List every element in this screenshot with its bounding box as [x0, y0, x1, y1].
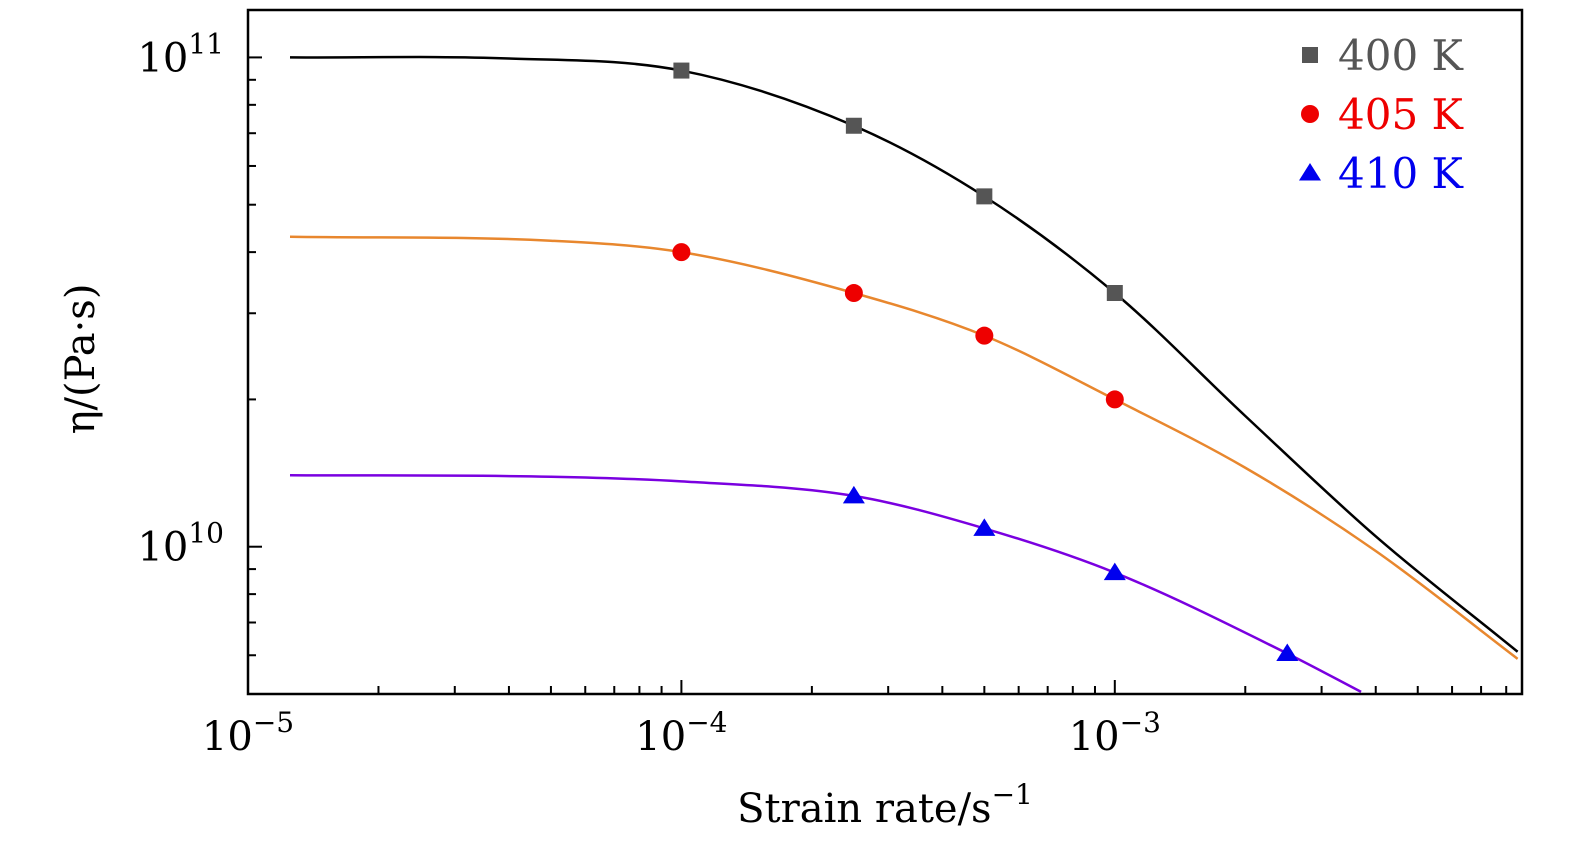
legend-marker-circle — [1301, 105, 1319, 123]
legend-label: 410 K — [1338, 149, 1465, 198]
legend-marker-triangle — [1299, 163, 1321, 181]
data-point-circle — [1105, 390, 1124, 409]
data-point-triangle — [842, 485, 865, 504]
plot-frame — [246, 8, 1524, 696]
fit-line-square — [289, 55, 1519, 653]
data-point-triangle — [1103, 562, 1126, 581]
data-point-square — [1106, 285, 1123, 302]
data-point-square — [976, 188, 993, 205]
x-axis-title: Strain rate/s−1 — [737, 778, 1033, 832]
data-point-square — [673, 62, 690, 79]
data-point-circle — [975, 326, 994, 345]
data-point-square — [845, 117, 862, 134]
data-point-circle — [672, 243, 691, 262]
legend-label: 405 K — [1338, 90, 1465, 139]
y-tick-label: 1010 — [137, 517, 224, 571]
data-point-triangle — [973, 518, 996, 536]
fit-line-triangle — [289, 473, 1362, 693]
legend-label: 400 K — [1338, 31, 1465, 80]
axes: 10−5 10−4 10−3 1010 1011 — [137, 8, 1524, 760]
y-tick-label: 1011 — [137, 27, 224, 81]
fit-line-circle — [289, 235, 1519, 660]
y-axis-title: η/(Pa·s) — [58, 284, 104, 435]
legend: 400 K 405 K 410 K — [1299, 31, 1465, 198]
x-tick-label: 10−3 — [1069, 706, 1161, 760]
data-markers — [672, 62, 1299, 661]
x-tick-label: 10−5 — [202, 706, 294, 760]
x-tick-label: 10−4 — [635, 706, 727, 760]
fit-lines — [289, 55, 1519, 693]
data-point-circle — [844, 284, 863, 303]
legend-marker-square — [1302, 47, 1318, 63]
data-point-triangle — [1276, 643, 1299, 661]
